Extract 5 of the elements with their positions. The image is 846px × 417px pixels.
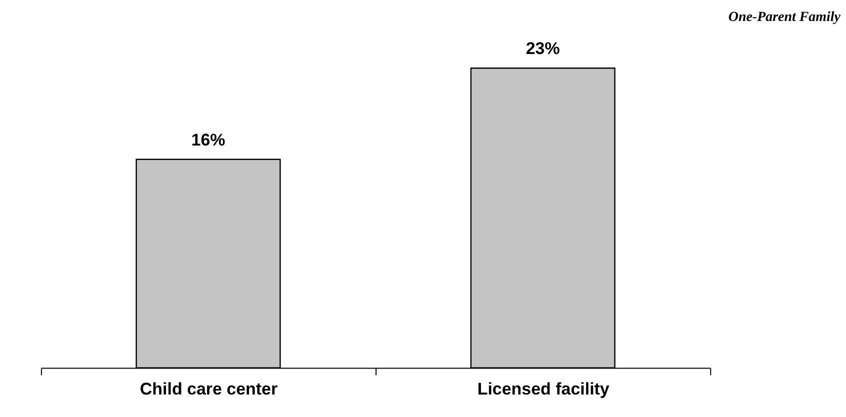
text: One-Parent Family	[728, 10, 842, 26]
x-tick-label: Licensed facility	[477, 379, 610, 398]
x-tick-label: Child care center	[140, 379, 278, 398]
data-label: 23%	[526, 39, 560, 58]
data-label: 16%	[191, 130, 226, 150]
